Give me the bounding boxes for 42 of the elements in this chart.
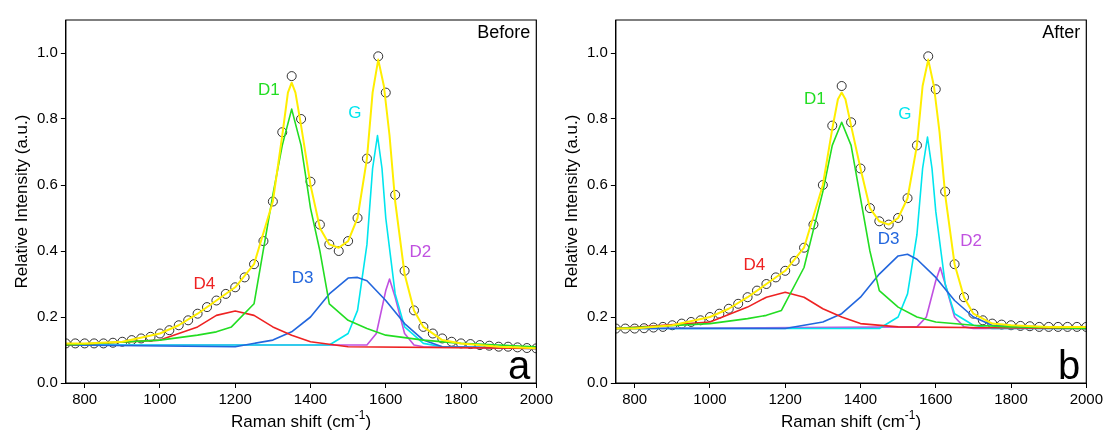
annotation: After [1042,21,1081,42]
series-label: G [348,102,362,122]
x-tick-label: 1000 [693,390,727,408]
y-tick-label: 0.8 [36,109,58,127]
y-axis-title: Relative Intensity (a.u.) [11,114,31,289]
series-label: D3 [877,229,900,249]
y-tick-label: 0.0 [586,373,608,391]
x-tick-label: 1600 [919,390,953,408]
x-tick-label: 2000 [1069,390,1103,408]
y-tick-label: 0.4 [36,241,58,259]
series-label: D1 [257,80,280,100]
series-label: D3 [291,268,314,288]
series-label: G [898,104,912,124]
annotation: b [1058,343,1081,387]
y-axis-title: Relative Intensity (a.u.) [561,114,581,289]
y-tick-label: 0.2 [36,307,58,325]
series-label: D4 [193,274,216,294]
x-tick-label: 2000 [519,390,553,408]
annotation: a [508,343,532,387]
series-label: D2 [960,230,983,250]
x-tick-label: 800 [72,390,98,408]
series-label: D4 [743,255,766,275]
x-tick-label: 1800 [994,390,1028,408]
y-tick-label: 0.4 [586,241,608,259]
x-tick-label: 1000 [143,390,177,408]
y-tick-label: 0.2 [586,307,608,325]
x-tick-label: 1400 [843,390,878,408]
series-label: D1 [803,89,826,109]
series-label: D2 [409,242,432,262]
x-tick-label: 1600 [369,390,403,408]
y-tick-label: 0.6 [36,175,58,193]
y-tick-label: 1.0 [586,43,608,61]
x-tick-label: 1800 [444,390,478,408]
y-tick-label: 1.0 [36,43,58,61]
y-tick-label: 0.6 [586,175,608,193]
x-tick-label: 800 [622,390,648,408]
x-tick-label: 1200 [768,390,802,408]
y-tick-label: 0.8 [586,109,608,127]
annotation: Before [477,21,531,42]
x-tick-label: 1400 [293,390,328,408]
y-tick-label: 0.0 [36,373,58,391]
x-tick-label: 1200 [218,390,252,408]
